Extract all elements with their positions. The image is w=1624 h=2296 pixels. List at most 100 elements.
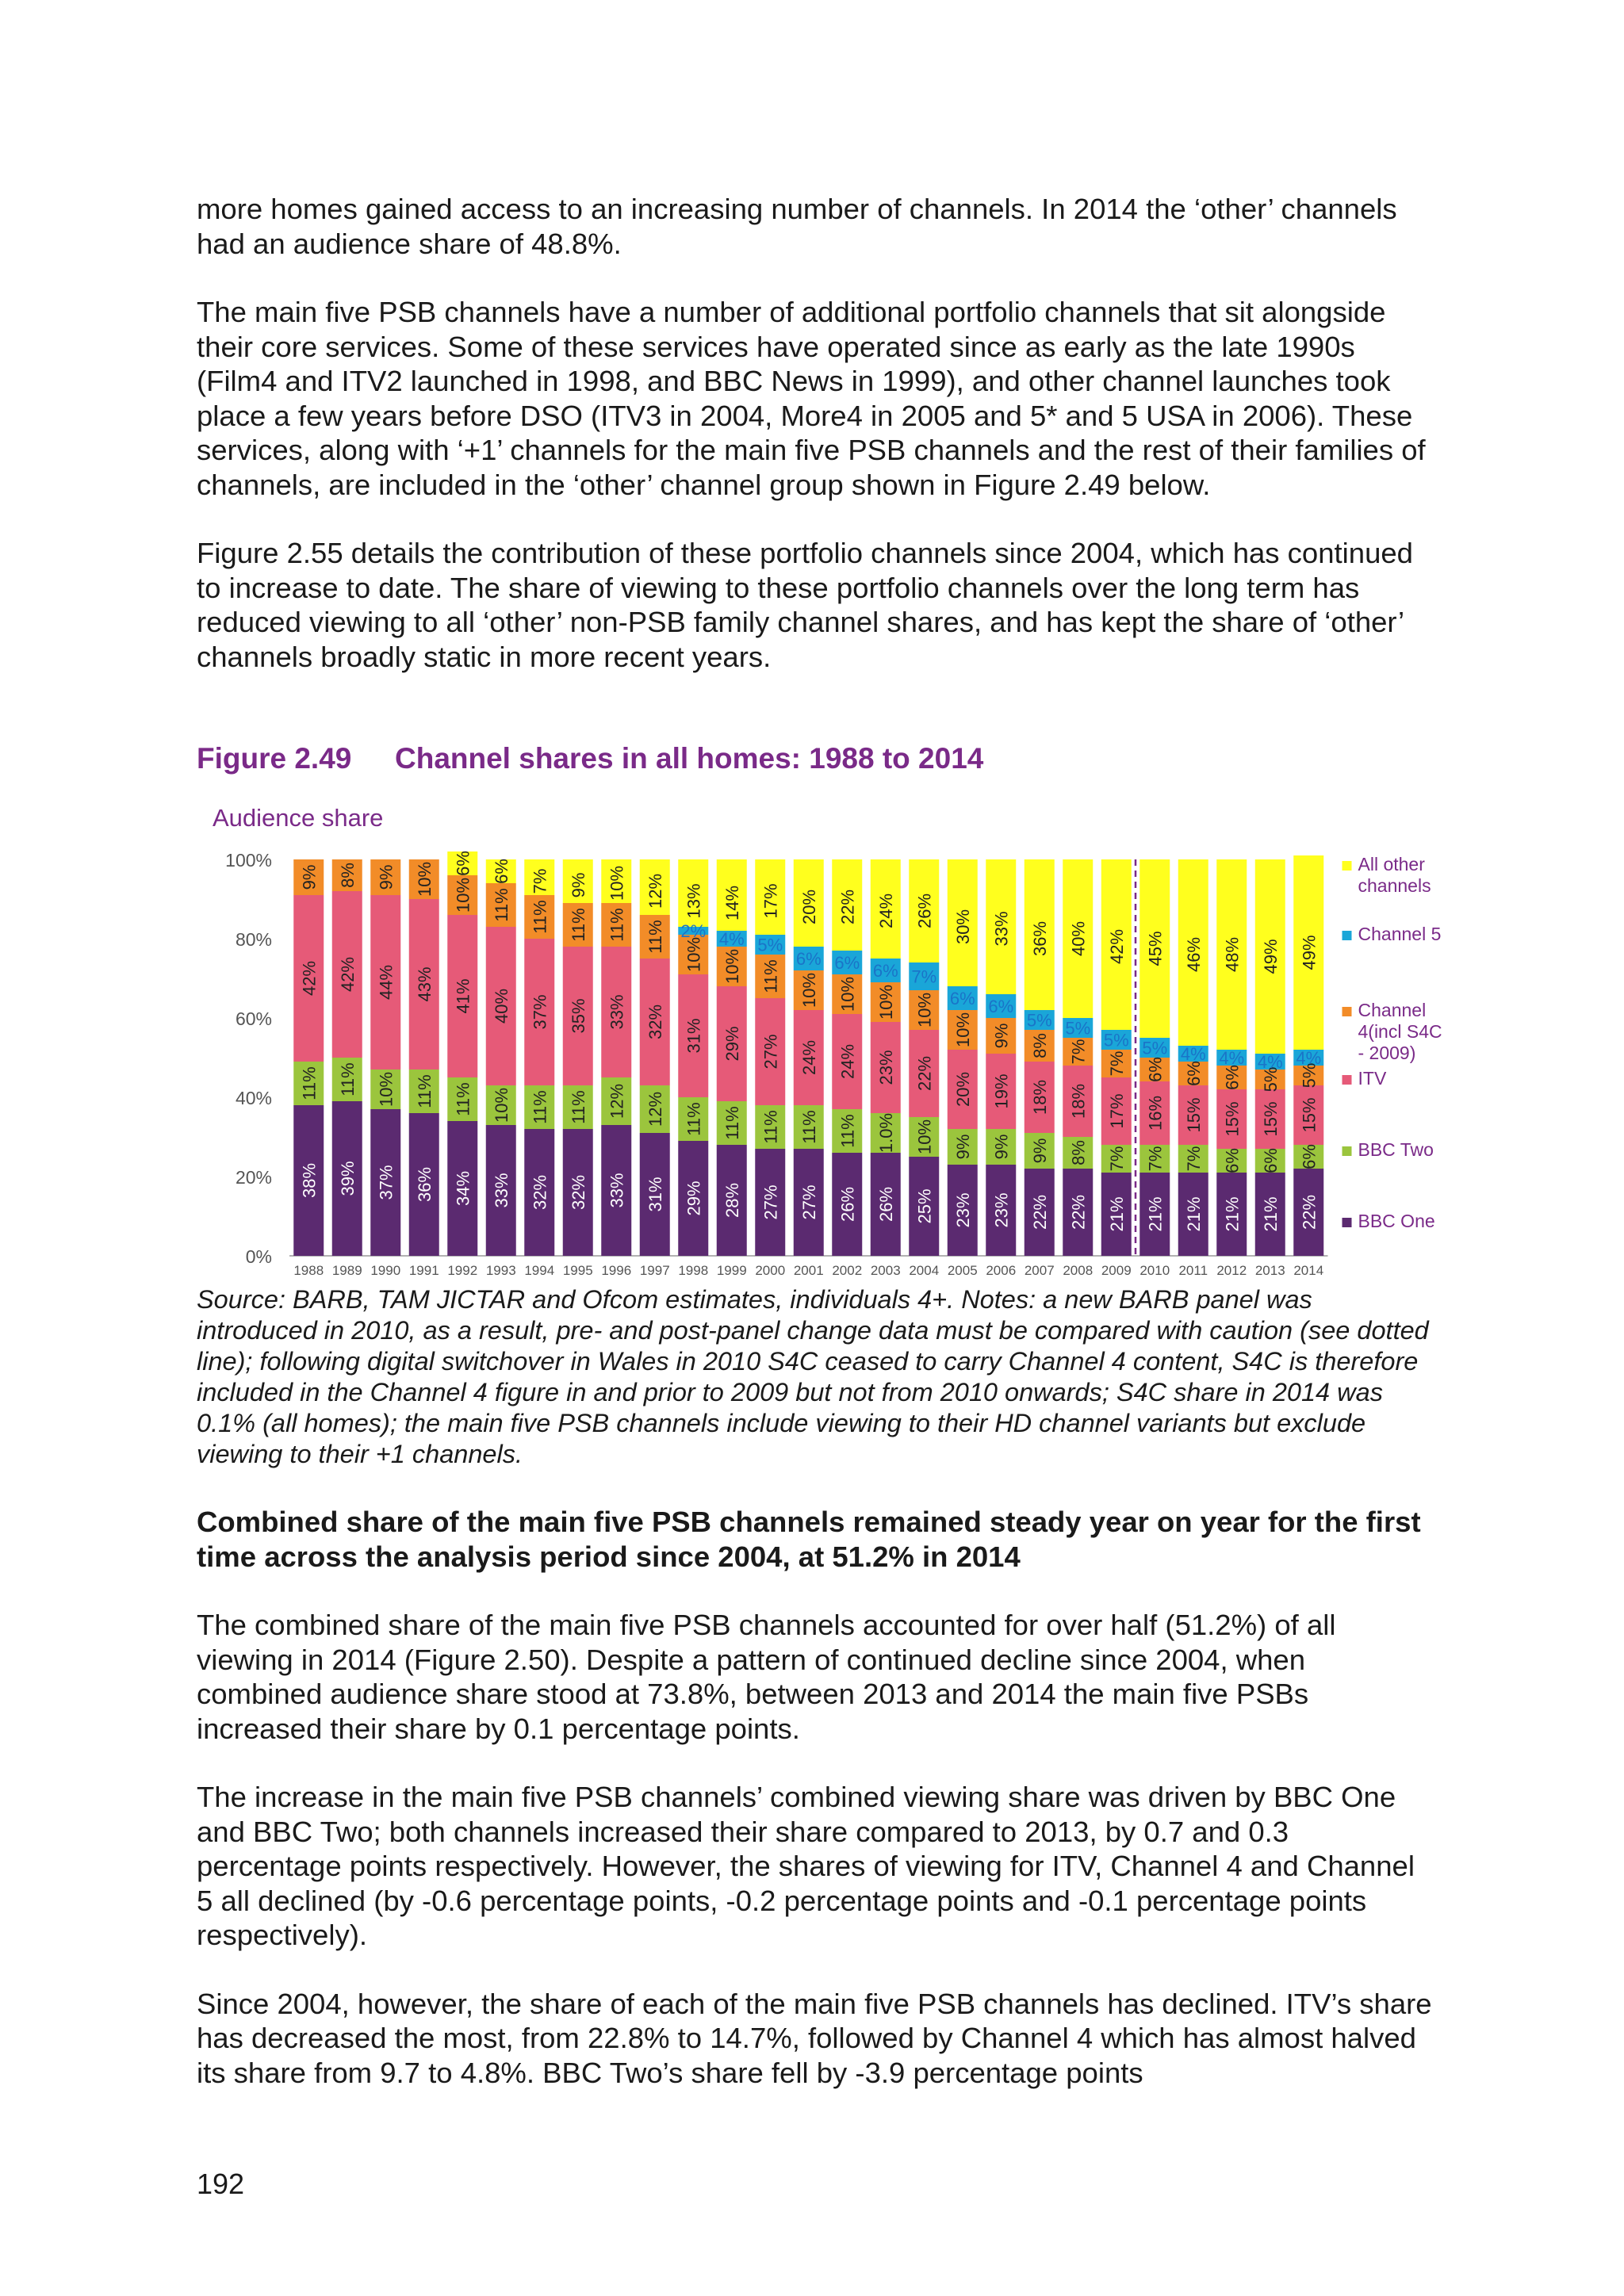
- data-label: 21%: [1222, 1196, 1242, 1231]
- data-label: 11%: [760, 959, 780, 993]
- bar-segment: [601, 863, 632, 903]
- data-label: 10%: [453, 878, 473, 913]
- legend-swatch: [1342, 1146, 1352, 1156]
- data-label: 10%: [914, 993, 934, 1027]
- bar-segment: [639, 859, 670, 867]
- data-label: 8%: [338, 863, 358, 888]
- bar-segment: [370, 895, 401, 1070]
- data-label: 5%: [1299, 1063, 1319, 1089]
- data-label: 17%: [1107, 1093, 1127, 1128]
- data-label: 32%: [569, 1175, 588, 1210]
- bar-segment: [678, 1097, 709, 1141]
- figure-title: Figure 2.49 Channel shares in all homes: …: [197, 742, 983, 775]
- bar-segment: [793, 1105, 824, 1149]
- bar-segment: [832, 1014, 863, 1109]
- chart-y-title: Audience share: [213, 804, 384, 832]
- data-label: 6%: [453, 851, 473, 876]
- data-label: 11%: [492, 888, 511, 921]
- data-label: 21%: [1184, 1196, 1204, 1231]
- intro-paragraph: more homes gained access to an increasin…: [197, 193, 1397, 260]
- bar-segment: [986, 863, 1017, 994]
- bar-segment: [1139, 1081, 1170, 1145]
- data-label: 11%: [338, 1062, 358, 1096]
- data-label: 10%: [607, 866, 626, 901]
- x-tick-label: 1992: [447, 1263, 477, 1278]
- data-label: 38%: [299, 1163, 319, 1198]
- bar-segment: [485, 927, 516, 1085]
- data-label: 18%: [1030, 1080, 1050, 1115]
- bar-segment: [1178, 859, 1208, 863]
- bar-segment: [524, 1129, 555, 1256]
- bar-segment: [1101, 1145, 1132, 1173]
- data-label: 11%: [530, 900, 550, 933]
- data-label: 11%: [415, 1074, 435, 1108]
- data-label: 33%: [607, 994, 626, 1029]
- bar-segment: [331, 1101, 362, 1256]
- data-label: 27%: [760, 1184, 780, 1219]
- legend-label: 4(incl S4C: [1358, 1021, 1442, 1042]
- bar-segment: [639, 1085, 670, 1133]
- bar-segment: [1024, 1169, 1055, 1256]
- x-tick-label: 1996: [601, 1263, 631, 1278]
- x-tick-label: 1994: [524, 1263, 554, 1278]
- bar-segment: [870, 863, 901, 959]
- bar-segment: [1178, 1173, 1208, 1256]
- legend-swatch: [1342, 1007, 1352, 1016]
- data-label: 9%: [299, 865, 319, 890]
- bar-segment: [1024, 1010, 1055, 1030]
- data-label: 10%: [684, 937, 703, 972]
- bar-segment: [562, 867, 593, 903]
- data-label: 6%: [1299, 1144, 1319, 1169]
- bar-segment: [331, 891, 362, 1058]
- data-label: 6%: [1222, 1148, 1242, 1173]
- data-label: 6%: [796, 949, 822, 969]
- bar-segment: [1024, 1133, 1055, 1169]
- bar-segment: [832, 951, 863, 974]
- intro-text: more homes gained access to an increasin…: [197, 192, 1434, 708]
- bar-segment: [1139, 1145, 1170, 1173]
- bar-segment: [601, 947, 632, 1077]
- data-label: 49%: [1261, 939, 1281, 974]
- bar-segment: [639, 915, 670, 959]
- data-label: 12%: [645, 874, 665, 909]
- bar-segment: [1254, 1089, 1285, 1149]
- x-tick-label: 2003: [871, 1263, 901, 1278]
- data-label: 44%: [376, 965, 396, 1000]
- x-tick-label: 2002: [832, 1263, 862, 1278]
- bar-segment: [1216, 1149, 1247, 1173]
- bar-segment: [678, 927, 709, 935]
- data-label: 4%: [1258, 1052, 1283, 1072]
- x-tick-label: 1990: [370, 1263, 400, 1278]
- bar-segment: [947, 1010, 978, 1050]
- bar-segment: [755, 1149, 786, 1256]
- data-label: 43%: [415, 966, 435, 1001]
- data-label: 5%: [1142, 1039, 1167, 1058]
- data-label: 15%: [1261, 1101, 1281, 1136]
- bar-segment: [755, 955, 786, 998]
- data-label: 48%: [1222, 937, 1242, 972]
- x-tick-label: 2011: [1178, 1263, 1208, 1278]
- data-label: 9%: [376, 865, 396, 890]
- data-label: 4%: [719, 929, 745, 949]
- bar-segment: [678, 875, 709, 927]
- legend-swatch: [1342, 1218, 1352, 1227]
- data-label: 19%: [991, 1073, 1011, 1108]
- data-label: 11%: [530, 1090, 550, 1123]
- data-label: 10%: [722, 949, 742, 984]
- bar-segment: [832, 1153, 863, 1256]
- data-label: 6%: [1261, 1148, 1281, 1173]
- data-label: 5%: [757, 936, 783, 955]
- bar-segment: [793, 947, 824, 970]
- data-label: 37%: [530, 994, 550, 1029]
- data-label: 7%: [1145, 1146, 1165, 1172]
- bar-segment: [755, 998, 786, 1105]
- data-label: 12%: [607, 1084, 626, 1119]
- legend-label: BBC One: [1358, 1211, 1435, 1231]
- bar-segment: [601, 859, 632, 863]
- bar-segment: [1293, 855, 1324, 1050]
- data-label: 8%: [1030, 1033, 1050, 1058]
- bar-segment: [1101, 1173, 1132, 1256]
- data-label: 4%: [1219, 1048, 1244, 1068]
- bar-segment: [678, 859, 709, 875]
- bar-segment: [1063, 1018, 1094, 1038]
